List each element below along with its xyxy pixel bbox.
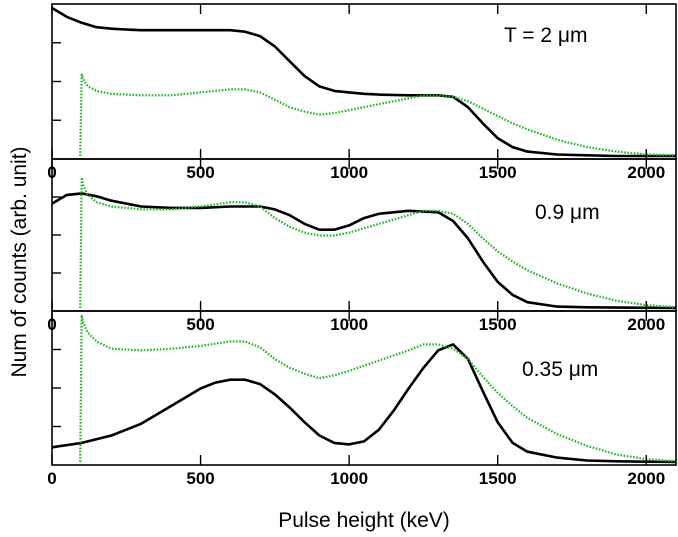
x-tick-label: 1500 [479, 163, 517, 182]
x-tick-label: 2000 [627, 469, 665, 488]
x-axis-title: Pulse height (keV) [278, 509, 450, 532]
panel-label: 0.35 μm [522, 358, 598, 381]
x-tick-label: 1000 [330, 469, 368, 488]
panels-layer: 0 500 1000 1500 2000 T = 2 μm 0 500 1000 1500 2000… [47, 3, 677, 488]
panel-label: 0.9 μm [535, 201, 600, 224]
simulated-curve-panel-2 [51, 192, 677, 310]
x-tick-label: 2000 [627, 315, 665, 334]
measured-curve-panel-1 [79, 73, 677, 157]
x-tick-label: 1500 [479, 315, 517, 334]
x-tick-label: 1500 [479, 469, 517, 488]
measured-curve-panel-3 [79, 313, 677, 463]
x-tick-label: 500 [186, 163, 214, 182]
x-tick-label: 500 [186, 469, 214, 488]
measured-curve-panel-2 [79, 176, 677, 309]
panel-label: T = 2 μm [504, 24, 588, 47]
x-tick-label: 0 [47, 469, 56, 488]
x-tick-label: 500 [186, 315, 214, 334]
x-tick-label: 1000 [330, 315, 368, 334]
simulated-curve-panel-1 [51, 6, 676, 158]
y-axis-title: Num of counts (arb. unit) [8, 146, 31, 377]
x-tick-label: 1000 [330, 163, 368, 182]
panel-3: 0 500 1000 1500 2000 0.35 μm [47, 310, 677, 488]
simulated-curve-panel-3 [51, 343, 677, 464]
x-tick-label: 2000 [627, 163, 665, 182]
